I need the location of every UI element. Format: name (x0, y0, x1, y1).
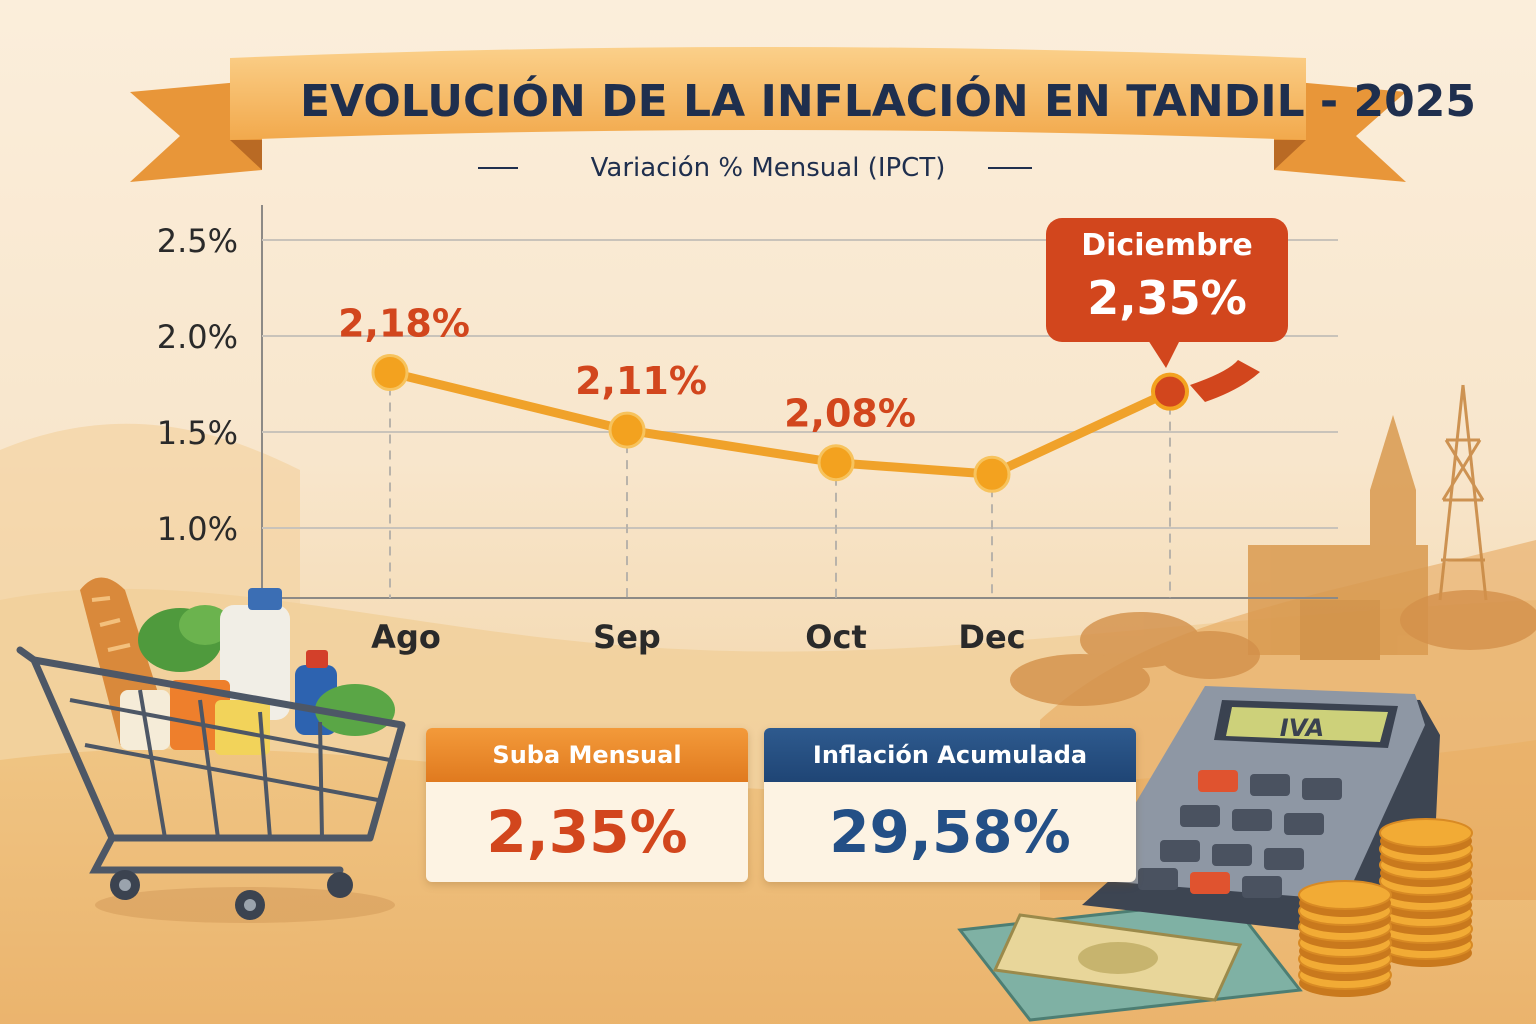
ribbon-tail (1190, 360, 1260, 402)
monthly-increase-value: 2,35% (486, 798, 688, 866)
chart-title: EVOLUCIÓN DE LA INFLACIÓN EN TANDIL - 20… (300, 76, 1476, 127)
x-axis-ticks: Ago Sep Oct Dec (371, 618, 1025, 656)
y-axis-ticks: 2.5% 2.0% 1.5% 1.0% (157, 222, 238, 548)
accumulated-inflation-value: 29,58% (829, 798, 1071, 866)
data-label: 2,18% (338, 301, 470, 345)
monthly-increase-card: Suba Mensual 2,35% (426, 728, 748, 882)
y-tick-label: 1.0% (157, 510, 238, 548)
church-icon (1248, 415, 1428, 660)
data-point-highlight (1151, 372, 1189, 411)
banknotes-icon (957, 898, 1303, 1022)
y-tick-label: 1.5% (157, 414, 238, 452)
data-point (817, 444, 855, 482)
chart-subtitle: Variación % Mensual (IPCT) (590, 153, 946, 183)
title-banner (130, 47, 1406, 182)
data-point (608, 411, 646, 449)
x-tick-label: Sep (593, 618, 661, 656)
y-tick-label: 2.0% (157, 318, 238, 356)
coin (1298, 880, 1392, 910)
y-tick-label: 2.5% (157, 222, 238, 260)
callout-label: Diciembre (1081, 228, 1253, 263)
data-label: 2,08% (784, 392, 916, 436)
callout-bubble (1046, 218, 1288, 368)
antenna-tower-icon (1438, 384, 1488, 601)
coin (1379, 818, 1473, 848)
callout-text: Diciembre 2,35% (1046, 222, 1288, 326)
x-tick-label: Ago (371, 618, 441, 656)
coins-icon (1298, 818, 1473, 997)
data-label: 2,11% (575, 359, 707, 403)
shopping-cart-icon (16, 577, 406, 923)
calculator-display: IVA (1280, 714, 1324, 742)
accumulated-inflation-label: Inflación Acumulada (764, 728, 1136, 782)
callout-value: 2,35% (1087, 271, 1247, 325)
inflation-series-line (385, 367, 1175, 479)
accumulated-inflation-card: Inflación Acumulada 29,58% (764, 728, 1136, 882)
chart-grid (261, 205, 1338, 599)
data-point (371, 353, 409, 391)
x-tick-label: Oct (805, 618, 866, 656)
trees (1010, 590, 1536, 706)
monthly-increase-label: Suba Mensual (426, 728, 748, 782)
data-point (973, 455, 1011, 493)
x-tick-label: Dec (958, 618, 1025, 656)
